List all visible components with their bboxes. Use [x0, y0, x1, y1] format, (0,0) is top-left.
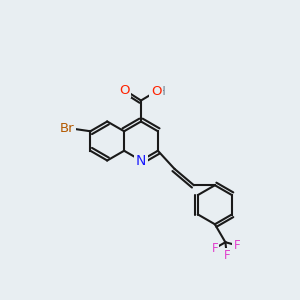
Text: N: N — [136, 154, 146, 167]
Text: F: F — [224, 249, 230, 262]
Text: Br: Br — [60, 122, 75, 135]
Text: F: F — [233, 239, 240, 252]
Text: O: O — [119, 83, 130, 97]
Text: O: O — [151, 85, 161, 98]
Text: F: F — [212, 242, 218, 255]
Text: H: H — [157, 85, 166, 98]
